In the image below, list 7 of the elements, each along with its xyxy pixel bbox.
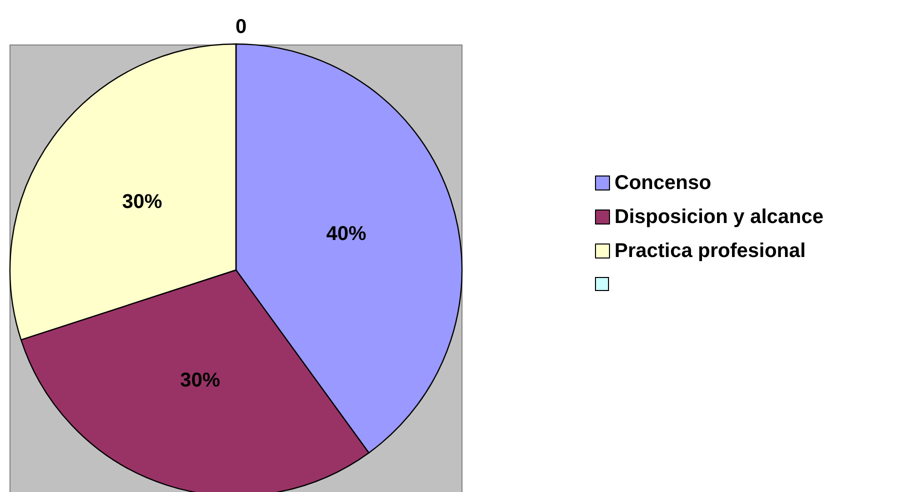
data-label: 40% — [326, 223, 367, 246]
legend-label: Disposicion y alcance — [614, 206, 824, 228]
data-label: 30% — [122, 190, 162, 213]
data-label: 30% — [180, 369, 220, 392]
chart-title: 0 — [235, 16, 247, 38]
legend-label: Practica profesional — [614, 240, 806, 262]
legend-label: Concenso — [614, 172, 712, 194]
